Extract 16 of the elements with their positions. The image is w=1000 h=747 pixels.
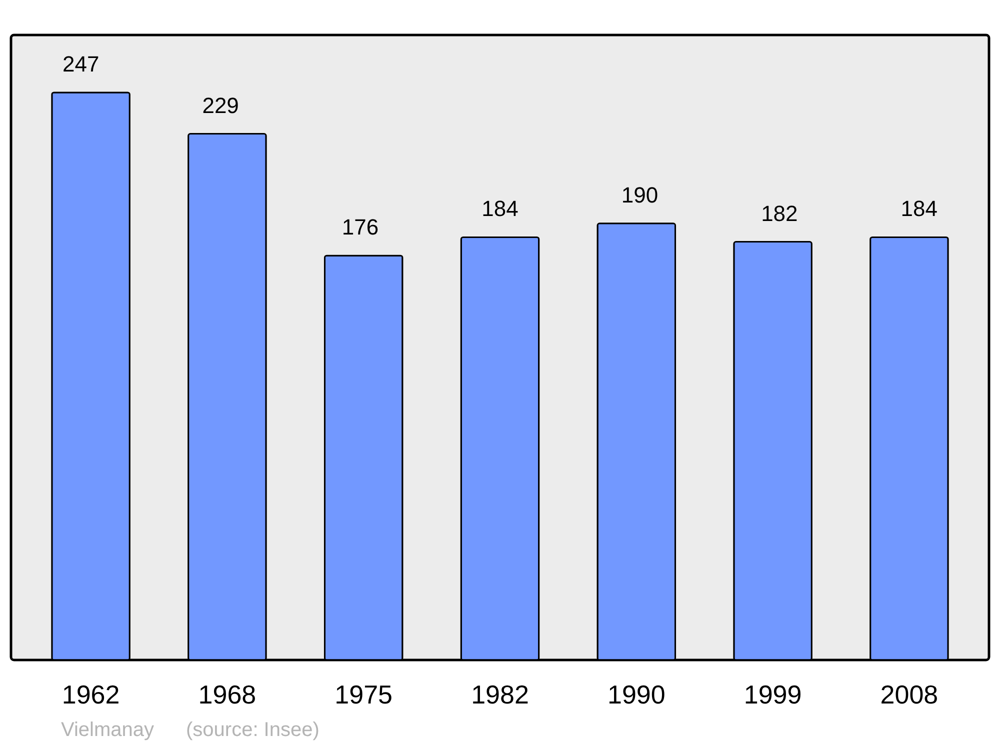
x-tick-label: 1990 — [607, 680, 666, 710]
x-tick-label: 1999 — [744, 680, 802, 710]
data-label: 184 — [482, 196, 518, 222]
x-tick-label: 1975 — [334, 680, 393, 710]
x-tick-label: 1962 — [62, 680, 120, 710]
text: Vielmanay — [61, 719, 154, 741]
data-label: 184 — [900, 196, 938, 222]
x-tick-label: 1968 — [198, 680, 256, 710]
x-tick-label: 2008 — [880, 680, 938, 710]
text: (source: Insee) — [186, 719, 320, 741]
data-label: 190 — [621, 182, 658, 208]
data-label: 182 — [761, 200, 798, 226]
x-tick-label: 1982 — [471, 680, 529, 710]
data-label: 247 — [62, 51, 100, 76]
data-label: 229 — [202, 92, 239, 118]
data-label: 176 — [342, 214, 379, 240]
